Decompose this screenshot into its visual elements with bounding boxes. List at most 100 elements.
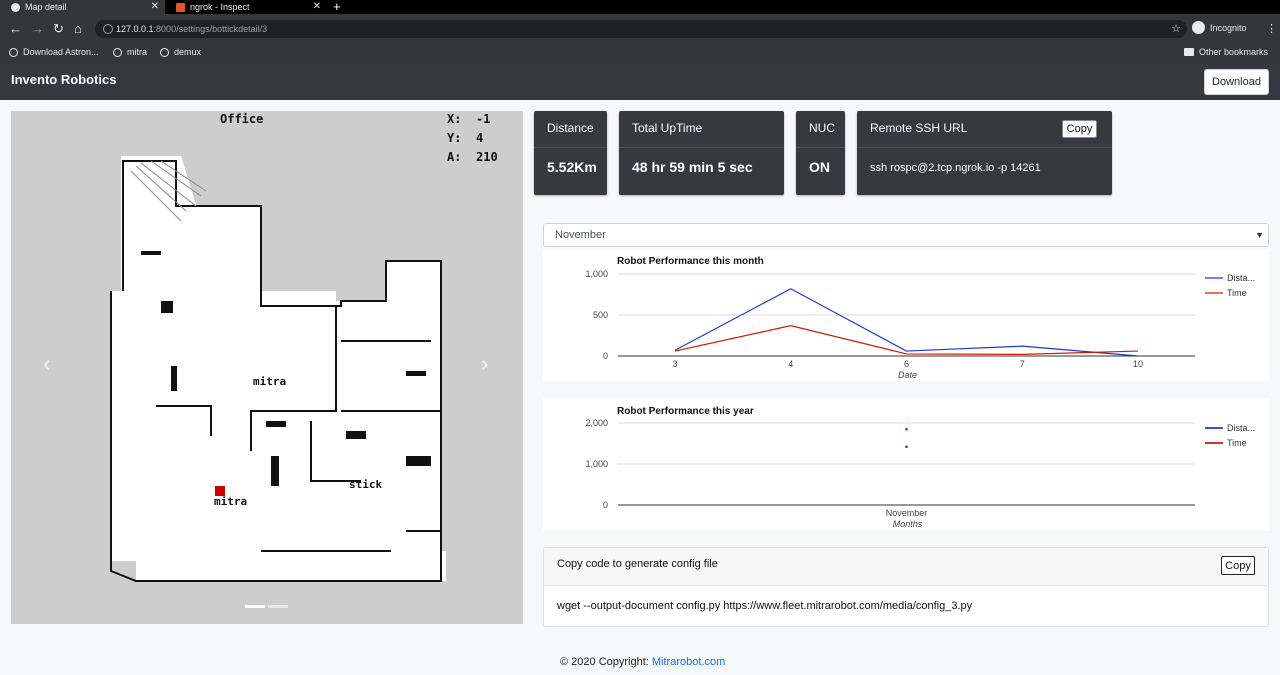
map-room-label: stick xyxy=(349,478,383,491)
distance-value: 5.52Km xyxy=(547,159,597,175)
url-path: :8000/settings/bottickdetail/3 xyxy=(153,24,268,34)
x-axis-label: Months xyxy=(893,519,923,529)
tab-title: ngrok - Inspect xyxy=(190,2,250,12)
download-button[interactable]: Download xyxy=(1204,69,1269,95)
mitra-favicon-icon xyxy=(113,47,122,57)
bookmark-item[interactable]: demux xyxy=(160,47,201,57)
other-bookmarks[interactable]: Other bookmarks xyxy=(1184,47,1268,57)
robot-position-marker xyxy=(215,486,225,496)
copy-config-button[interactable]: Copy xyxy=(1221,556,1255,575)
legend-label: Dista... xyxy=(1227,273,1255,283)
tab-map-detail[interactable]: Map detail ✕ xyxy=(0,0,165,14)
y-tick-label: 2,000 xyxy=(585,418,608,428)
app-navbar: Invento Robotics xyxy=(0,64,1280,100)
y-tick-label: 500 xyxy=(593,310,608,320)
x-coordinate-label: X: xyxy=(447,112,462,126)
browser-menu-icon[interactable]: ⋮ xyxy=(1266,23,1277,35)
ssh-card: Remote SSH URL Copy ssh rospc@2.tcp.ngro… xyxy=(857,111,1112,195)
config-title: Copy code to generate config file xyxy=(557,558,718,570)
chevron-down-icon: ▼ xyxy=(1255,230,1264,240)
y-tick-label: 1,000 xyxy=(585,459,608,469)
uptime-card: Total UpTime 48 hr 59 min 5 sec xyxy=(619,111,784,195)
map-room-label: mitra xyxy=(253,375,287,388)
y-tick-label: 1,000 xyxy=(585,269,608,279)
nuc-label: NUC xyxy=(809,121,835,135)
bookmarks-bar: Download Astron... mitra demux Other boo… xyxy=(0,44,1280,64)
uptime-label: Total UpTime xyxy=(632,121,703,135)
ssh-label: Remote SSH URL xyxy=(870,121,968,135)
carousel-indicator[interactable] xyxy=(245,605,265,608)
globe-icon xyxy=(9,47,18,57)
config-card: Copy code to generate config file Copy w… xyxy=(543,547,1269,627)
back-icon[interactable]: ← xyxy=(9,21,22,36)
forward-icon[interactable]: → xyxy=(31,21,44,36)
bookmark-label: demux xyxy=(174,47,202,57)
y-coordinate-value: 4 xyxy=(476,131,484,145)
bookmark-label: mitra xyxy=(127,47,147,57)
x-axis-label: Date xyxy=(898,370,917,380)
map-carousel: Office X: -1 Y: 4 A: 210 mitra mitra sti… xyxy=(11,111,523,624)
legend-label: Dista... xyxy=(1227,423,1255,433)
x-tick-label: November xyxy=(886,508,928,518)
carousel-next-icon[interactable]: › xyxy=(481,351,489,376)
nuc-card: NUC ON xyxy=(796,111,845,195)
url-host: 127.0.0.1 xyxy=(116,24,154,34)
card-divider xyxy=(857,147,1112,148)
address-bar-row: ← → ↻ ⌂ 127.0.0.1:8000/settings/bottickd… xyxy=(0,14,1280,44)
bookmark-item[interactable]: mitra xyxy=(113,47,147,57)
brand-title[interactable]: Invento Robotics xyxy=(11,72,117,87)
monthly-performance-chart: Robot Performance this month 1,000 500 0 3 4 6… xyxy=(543,250,1269,381)
series-line-time xyxy=(674,325,1139,355)
uptime-value: 48 hr 59 min 5 sec xyxy=(632,159,753,175)
yearly-chart-svg: Robot Performance this year 2,000 1,000 0 No… xyxy=(585,406,1255,529)
config-command: wget --output-document config.py https:/… xyxy=(557,600,973,612)
data-point-time xyxy=(905,427,908,431)
url-input[interactable]: 127.0.0.1:8000/settings/bottickdetail/3 … xyxy=(95,20,1187,38)
browser-tab-strip: Map detail ✕ ngrok - Inspect ✕ + xyxy=(0,0,1280,14)
globe-icon xyxy=(11,2,20,12)
copy-ssh-button[interactable]: Copy xyxy=(1062,120,1097,138)
globe-icon xyxy=(160,47,169,57)
y-tick-label: 0 xyxy=(603,500,608,510)
month-select-value: November xyxy=(555,229,606,241)
bookmark-item[interactable]: Download Astron... xyxy=(9,47,99,57)
reload-icon[interactable]: ↻ xyxy=(53,21,64,36)
monthly-chart-svg: Robot Performance this month 1,000 500 0 3 4 6… xyxy=(585,256,1255,380)
data-point-distance xyxy=(905,445,908,449)
legend-label: Time xyxy=(1227,438,1247,448)
x-coordinate-value: -1 xyxy=(476,112,491,126)
incognito-icon xyxy=(1192,21,1205,34)
x-tick-label: 6 xyxy=(904,359,909,369)
distance-card: Distance 5.52Km xyxy=(534,111,607,195)
carousel-prev-icon[interactable]: ‹ xyxy=(43,351,51,376)
close-tab-icon[interactable]: ✕ xyxy=(150,1,159,12)
home-icon[interactable]: ⌂ xyxy=(74,21,82,36)
x-tick-label: 4 xyxy=(788,359,793,369)
close-tab-icon[interactable]: ✕ xyxy=(312,1,321,12)
footer-copyright: © 2020 Copyright: xyxy=(560,656,652,668)
tab-ngrok-inspect[interactable]: ngrok - Inspect ✕ xyxy=(165,0,327,14)
bookmark-label: Download Astron... xyxy=(23,47,99,57)
legend-label: Time xyxy=(1227,288,1247,298)
footer: © 2020 Copyright: Mitrarobot.com xyxy=(560,656,725,668)
x-tick-label: 7 xyxy=(1020,359,1025,369)
ngrok-favicon-icon xyxy=(176,2,185,12)
folder-icon xyxy=(1184,48,1194,56)
other-bookmarks-label: Other bookmarks xyxy=(1199,47,1269,57)
nuc-status: ON xyxy=(809,159,830,175)
x-tick-label: 3 xyxy=(672,359,677,369)
info-icon[interactable] xyxy=(103,24,113,34)
y-coordinate-label: Y: xyxy=(447,131,462,145)
incognito-indicator[interactable]: Incognito xyxy=(1192,21,1247,34)
map-title: Office xyxy=(220,112,264,126)
carousel-indicator[interactable] xyxy=(268,605,288,608)
footer-link[interactable]: Mitrarobot.com xyxy=(651,656,726,668)
card-divider xyxy=(619,147,784,148)
chart-title: Robot Performance this year xyxy=(617,406,754,417)
bookmark-star-icon[interactable]: ☆ xyxy=(1171,23,1181,35)
config-card-header xyxy=(544,548,1268,586)
month-select[interactable]: November ▼ xyxy=(543,223,1269,247)
new-tab-icon[interactable]: + xyxy=(333,0,341,14)
series-line-distance xyxy=(674,288,1139,357)
card-divider xyxy=(534,147,607,148)
